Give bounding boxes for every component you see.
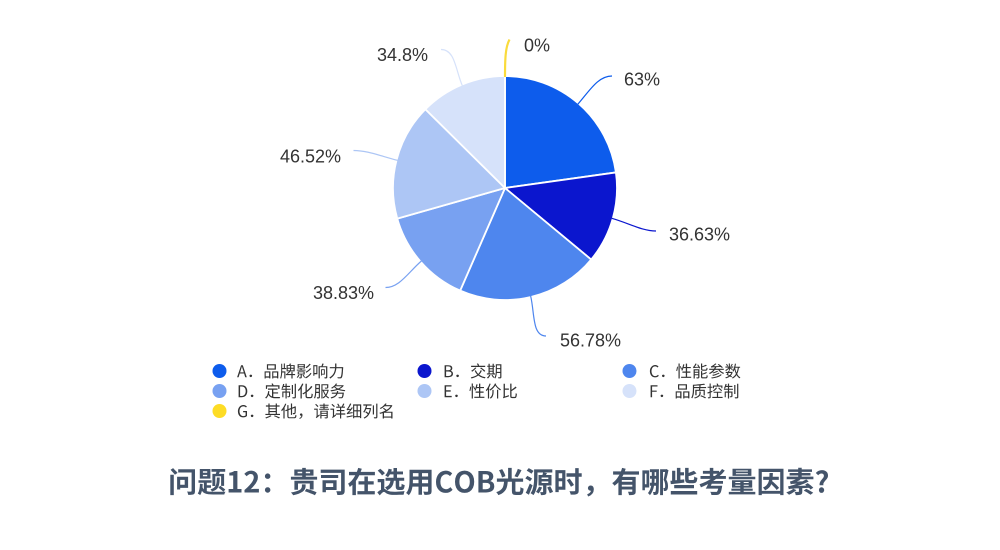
svg-text:0%: 0% <box>524 35 550 55</box>
svg-text:63%: 63% <box>624 70 660 90</box>
svg-text:36.63%: 36.63% <box>669 225 730 245</box>
svg-text:38.83%: 38.83% <box>313 283 374 303</box>
svg-text:34.8%: 34.8% <box>377 45 428 65</box>
svg-text:46.52%: 46.52% <box>280 147 341 167</box>
svg-text:56.78%: 56.78% <box>560 331 621 351</box>
